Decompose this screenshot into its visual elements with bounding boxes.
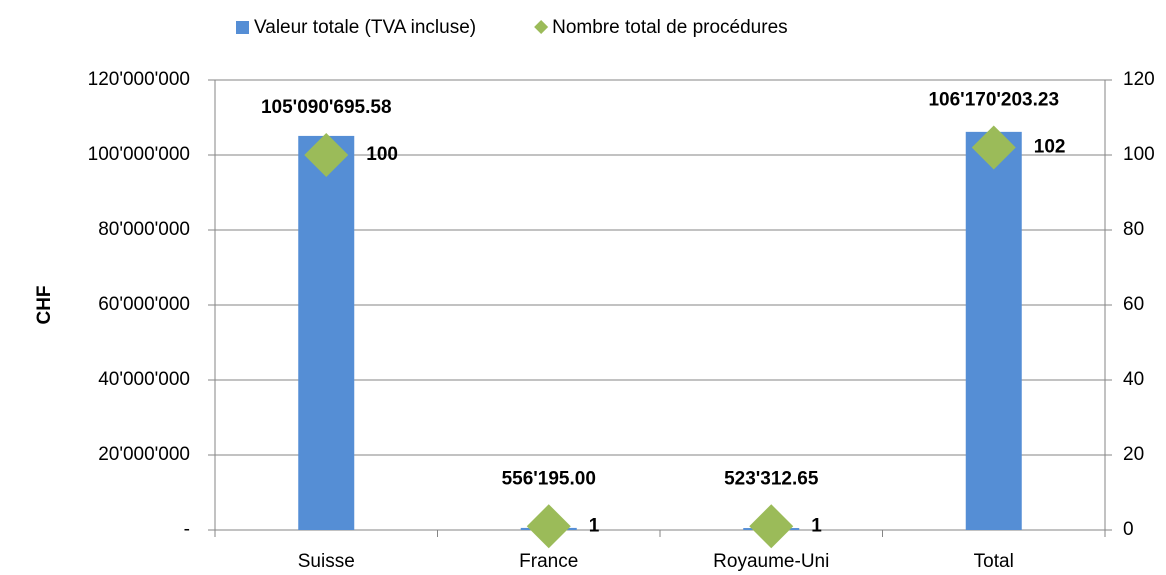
marker-value-label: 100 xyxy=(366,144,398,165)
y2-tick-label: 20 xyxy=(1123,444,1144,465)
marker-value-label: 1 xyxy=(811,515,822,536)
y2-tick-label: 120 xyxy=(1123,69,1155,90)
x-tick-label: Suisse xyxy=(298,551,355,572)
x-tick-label: Total xyxy=(974,551,1014,572)
y-tick-label: 40'000'000 xyxy=(98,369,190,390)
legend-swatch xyxy=(534,20,549,34)
bar xyxy=(965,131,1022,530)
y-tick-label: 100'000'000 xyxy=(88,144,190,165)
bar xyxy=(298,135,355,530)
bar-value-label: 556'195.00 xyxy=(502,468,596,489)
y-tick-label: 60'000'000 xyxy=(98,294,190,315)
y2-tick-label: 40 xyxy=(1123,369,1144,390)
y-tick-label: - xyxy=(184,519,190,540)
legend-label: Valeur totale (TVA incluse) xyxy=(254,17,476,38)
y2-tick-label: 0 xyxy=(1123,519,1134,540)
y-tick-label: 20'000'000 xyxy=(98,444,190,465)
diamond-marker xyxy=(749,504,794,549)
legend-swatch xyxy=(236,21,249,34)
diamond-marker xyxy=(526,504,571,549)
y-tick-label: 120'000'000 xyxy=(88,69,190,90)
legend-label: Nombre total de procédures xyxy=(552,17,788,38)
diamond-marker xyxy=(304,133,349,177)
y-tick-label: 80'000'000 xyxy=(98,219,190,240)
marker-value-label: 1 xyxy=(589,515,600,536)
y2-tick-label: 100 xyxy=(1123,144,1155,165)
bar-value-label: 105'090'695.58 xyxy=(261,97,392,118)
marker-value-label: 102 xyxy=(1034,137,1066,158)
bar-value-label: 523'312.65 xyxy=(724,468,819,489)
y2-tick-label: 80 xyxy=(1123,219,1144,240)
y2-tick-label: 60 xyxy=(1123,294,1144,315)
bar-value-label: 106'170'203.23 xyxy=(928,90,1059,111)
x-tick-label: Royaume-Uni xyxy=(713,551,829,572)
diamond-marker xyxy=(971,125,1016,170)
x-tick-label: France xyxy=(519,551,578,572)
y-axis-label: CHF xyxy=(34,285,55,324)
